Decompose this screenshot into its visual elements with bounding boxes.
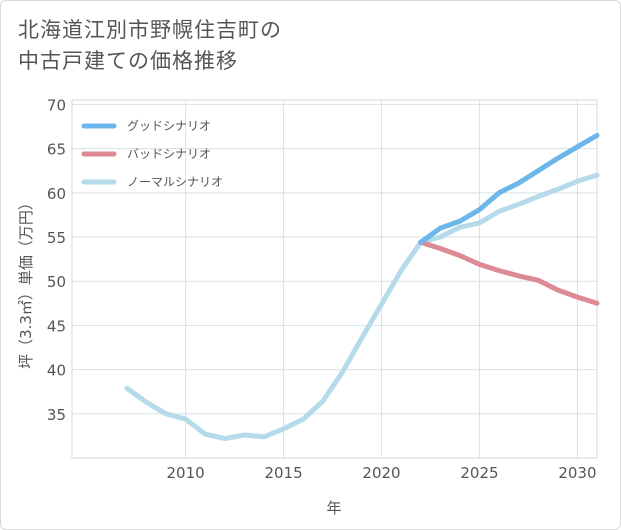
legend-label: ノーマルシナリオ — [127, 175, 223, 189]
y-tick-label: 50 — [47, 273, 66, 291]
y-tick-label: 55 — [47, 229, 66, 247]
series-line — [418, 239, 600, 306]
axes: 35 40 45 50 55 60 65 70 2010 2015 2020 2025 2030 — [47, 96, 597, 482]
grid — [71, 99, 598, 459]
chart-title-line2: 中古戸建ての価格推移 — [18, 49, 238, 73]
legend-label: バッドシナリオ — [127, 147, 211, 161]
x-tick-label: 2030 — [558, 464, 596, 482]
plot-area — [71, 99, 598, 459]
series-line — [418, 132, 600, 245]
series-line — [124, 172, 600, 442]
chart-title: 北海道江別市野幌住吉町の 中古戸建ての価格推移 — [18, 15, 282, 77]
y-tick-label: 65 — [47, 141, 66, 159]
x-axis-title: 年 — [326, 499, 341, 517]
x-tick-label: 2015 — [264, 464, 302, 482]
x-tick-label: 2025 — [460, 464, 498, 482]
y-tick-label: 45 — [47, 317, 66, 335]
y-tick-label: 60 — [47, 185, 66, 203]
x-tick-label: 2020 — [362, 464, 400, 482]
series-lines — [124, 132, 600, 442]
y-tick-label: 35 — [47, 406, 66, 424]
y-axis-title: 坪（3.3㎡）単価（万円） — [17, 195, 35, 369]
y-tick-label: 40 — [47, 362, 66, 380]
x-tick-label: 2010 — [167, 464, 205, 482]
legend-label: グッドシナリオ — [127, 119, 211, 133]
y-tick-label: 70 — [47, 96, 66, 114]
chart-title-line1: 北海道江別市野幌住吉町の — [18, 18, 282, 42]
